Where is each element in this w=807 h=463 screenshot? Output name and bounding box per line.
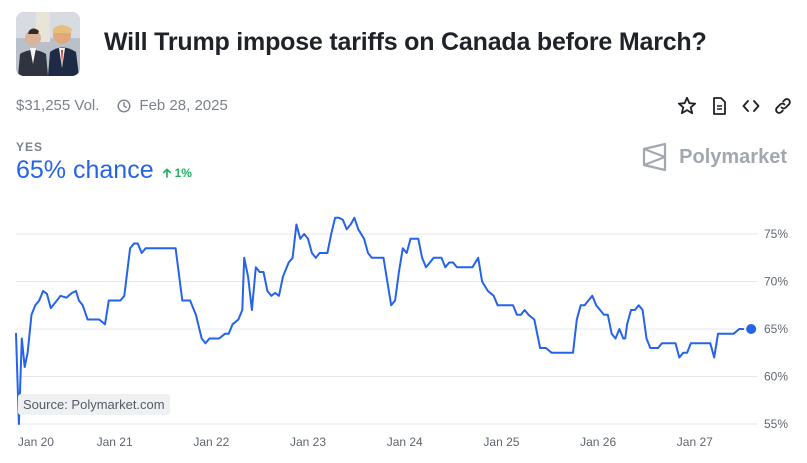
market-actions <box>677 96 793 116</box>
x-tick-label: Jan 21 <box>97 435 133 449</box>
x-tick-label: Jan 26 <box>580 435 616 449</box>
change-value: 1% <box>174 166 192 180</box>
embed-button[interactable] <box>741 96 761 116</box>
last-point <box>746 324 757 334</box>
arrow-up-icon <box>162 168 171 178</box>
document-icon <box>713 97 726 115</box>
polymarket-logo-icon <box>643 142 667 172</box>
copy-link-button[interactable] <box>773 96 793 116</box>
brand-name: Polymarket <box>679 145 787 168</box>
y-tick-label: 75% <box>764 227 788 241</box>
brand-watermark: Polymarket <box>641 142 787 172</box>
x-tick-label: Jan 24 <box>387 435 423 449</box>
chance-value: 65% chance <box>16 156 154 184</box>
y-tick-label: 60% <box>764 370 788 384</box>
market-title: Will Trump impose tariffs on Canada befo… <box>104 28 707 56</box>
y-axis: 75% 70% 65% 60% 55% <box>764 227 788 431</box>
market-meta: $31,255 Vol. Feb 28, 2025 <box>16 97 228 114</box>
y-tick-label: 70% <box>764 275 788 289</box>
x-tick-label: Jan 27 <box>677 435 713 449</box>
series-line <box>15 216 745 425</box>
x-tick-label: Jan 25 <box>483 435 519 449</box>
source-note: Source: Polymarket.com <box>18 394 170 415</box>
chance-display: 65% chance 1% <box>16 156 192 185</box>
end-date-text: Feb 28, 2025 <box>139 97 228 114</box>
star-icon <box>677 96 697 115</box>
bookmark-button[interactable] <box>677 96 697 116</box>
clock-icon <box>117 98 131 113</box>
link-icon <box>775 98 791 114</box>
y-tick-label: 65% <box>764 322 788 336</box>
rules-button[interactable] <box>709 96 729 116</box>
y-tick-label: 55% <box>764 417 788 431</box>
market-thumbnail <box>16 12 80 76</box>
x-axis: Jan 20 Jan 21 Jan 22 Jan 23 Jan 24 Jan 25 Jan … <box>18 435 713 449</box>
change-badge: 1% <box>162 166 192 180</box>
outcome-label: YES <box>16 140 44 154</box>
volume-text: $31,255 Vol. <box>16 97 100 114</box>
code-icon <box>742 100 760 112</box>
x-tick-label: Jan 23 <box>290 435 326 449</box>
market-thumbnail-image <box>16 12 80 76</box>
x-tick-label: Jan 20 <box>18 435 54 449</box>
x-tick-label: Jan 22 <box>193 435 229 449</box>
